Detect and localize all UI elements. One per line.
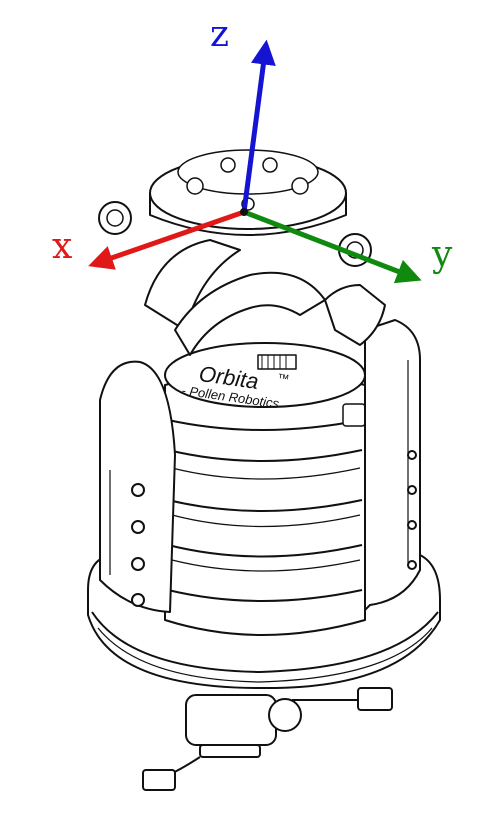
bottom-motor	[185, 694, 277, 746]
coordinate-axes	[88, 39, 422, 284]
z-axis-label: z	[210, 14, 229, 55]
right-shell	[364, 319, 421, 611]
x-axis-arrow	[88, 209, 245, 270]
arm-right	[324, 284, 386, 346]
brand-trademark: ™	[276, 371, 290, 387]
arm-left	[144, 239, 241, 331]
x-axis-label: x	[52, 226, 72, 267]
z-axis-arrow	[241, 39, 276, 213]
y-axis-arrow	[243, 209, 422, 284]
base-flange-rim	[91, 611, 439, 673]
y-axis-label: y	[431, 234, 453, 275]
